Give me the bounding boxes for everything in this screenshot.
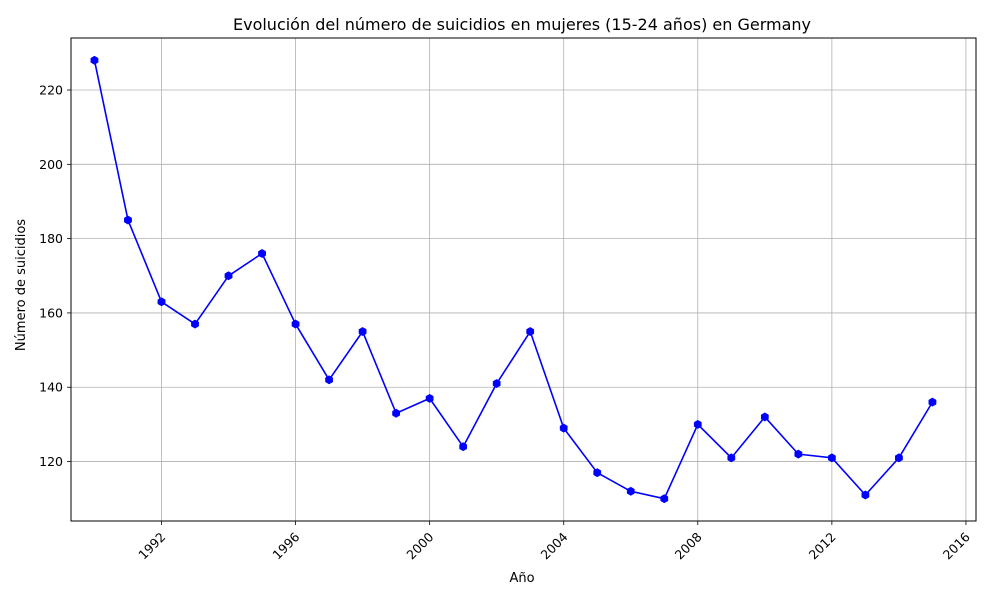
data-point [593,468,602,478]
data-point [626,486,635,496]
series-layer [90,55,937,504]
data-point [727,453,736,463]
data-point [660,494,669,504]
data-point [928,397,937,407]
data-point [492,379,501,389]
y-tick-label: 140 [39,380,63,395]
data-point [291,319,300,329]
data-point [224,271,233,281]
data-point [90,55,99,65]
data-point [693,419,702,429]
y-tick-label: 200 [39,157,63,172]
plot-frame [70,37,977,522]
chart-title: Evolución del número de suicidios en muj… [233,15,811,34]
data-point [827,453,836,463]
grid-lines [71,38,976,521]
y-axis-ticks: 120 140 160 180 200 220 [39,83,71,469]
data-point [895,453,903,463]
y-tick-label: 180 [39,231,63,246]
series-line [93,60,934,500]
y-axis-label: Número de suicidios [14,219,29,351]
data-point [794,449,803,459]
data-point [861,490,870,500]
data-point [258,249,266,258]
data-point [760,412,769,422]
data-point [124,215,132,225]
data-point [325,375,333,385]
y-tick-label: 120 [39,454,63,469]
data-point [559,423,568,433]
data-point [157,297,166,307]
x-axis-label: Año [509,571,534,586]
data-point [392,408,401,418]
data-point [425,393,434,403]
y-tick-label: 220 [39,83,63,98]
data-point [358,327,367,337]
data-point [459,442,468,452]
data-point [526,327,535,337]
data-point [191,319,199,329]
y-tick-label: 160 [39,305,63,320]
